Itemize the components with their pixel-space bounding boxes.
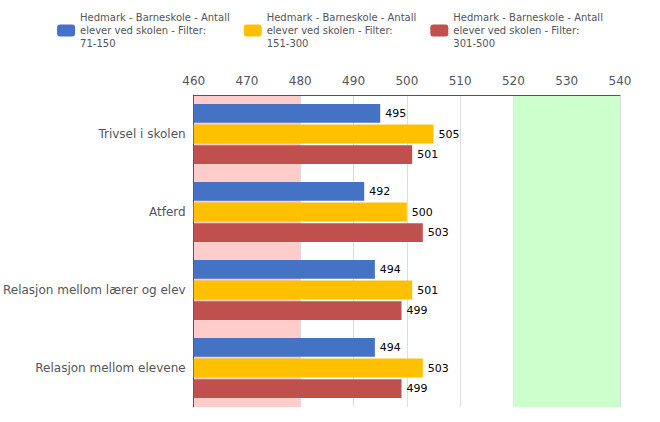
svg-text:494: 494 <box>380 263 401 276</box>
svg-text:520: 520 <box>502 74 525 88</box>
svg-text:499: 499 <box>407 382 428 395</box>
svg-text:501: 501 <box>417 284 438 297</box>
svg-text:elever ved skolen - Filter:: elever ved skolen - Filter: <box>267 25 393 36</box>
svg-text:Trivsel i skolen: Trivsel i skolen <box>97 127 185 141</box>
svg-text:Relasjon mellom elevene: Relasjon mellom elevene <box>35 361 185 375</box>
svg-text:503: 503 <box>428 362 449 375</box>
svg-text:510: 510 <box>449 74 472 88</box>
svg-text:505: 505 <box>438 128 459 141</box>
svg-text:elever ved skolen - Filter:: elever ved skolen - Filter: <box>453 25 579 36</box>
svg-text:480: 480 <box>289 74 312 88</box>
svg-text:494: 494 <box>380 341 401 354</box>
svg-text:490: 490 <box>342 74 365 88</box>
svg-text:503: 503 <box>428 226 449 239</box>
svg-text:71-150: 71-150 <box>80 38 115 49</box>
svg-text:470: 470 <box>236 74 259 88</box>
svg-text:151-300: 151-300 <box>267 38 309 49</box>
svg-text:500: 500 <box>395 74 418 88</box>
svg-text:460: 460 <box>182 74 205 88</box>
svg-text:Hedmark - Barneskole - Antall: Hedmark - Barneskole - Antall <box>453 12 603 23</box>
svg-text:elever ved skolen - Filter:: elever ved skolen - Filter: <box>80 25 206 36</box>
svg-text:301-500: 301-500 <box>453 38 495 49</box>
svg-text:Atferd: Atferd <box>149 205 186 219</box>
svg-text:Hedmark - Barneskole - Antall: Hedmark - Barneskole - Antall <box>267 12 417 23</box>
svg-text:492: 492 <box>369 185 390 198</box>
svg-text:Relasjon mellom lærer og elev: Relasjon mellom lærer og elev <box>3 283 186 297</box>
svg-text:Hedmark - Barneskole - Antall: Hedmark - Barneskole - Antall <box>80 12 230 23</box>
svg-text:540: 540 <box>609 74 632 88</box>
svg-text:530: 530 <box>555 74 578 88</box>
svg-text:501: 501 <box>417 148 438 161</box>
svg-text:495: 495 <box>385 107 406 120</box>
svg-text:500: 500 <box>412 206 433 219</box>
svg-text:499: 499 <box>407 304 428 317</box>
